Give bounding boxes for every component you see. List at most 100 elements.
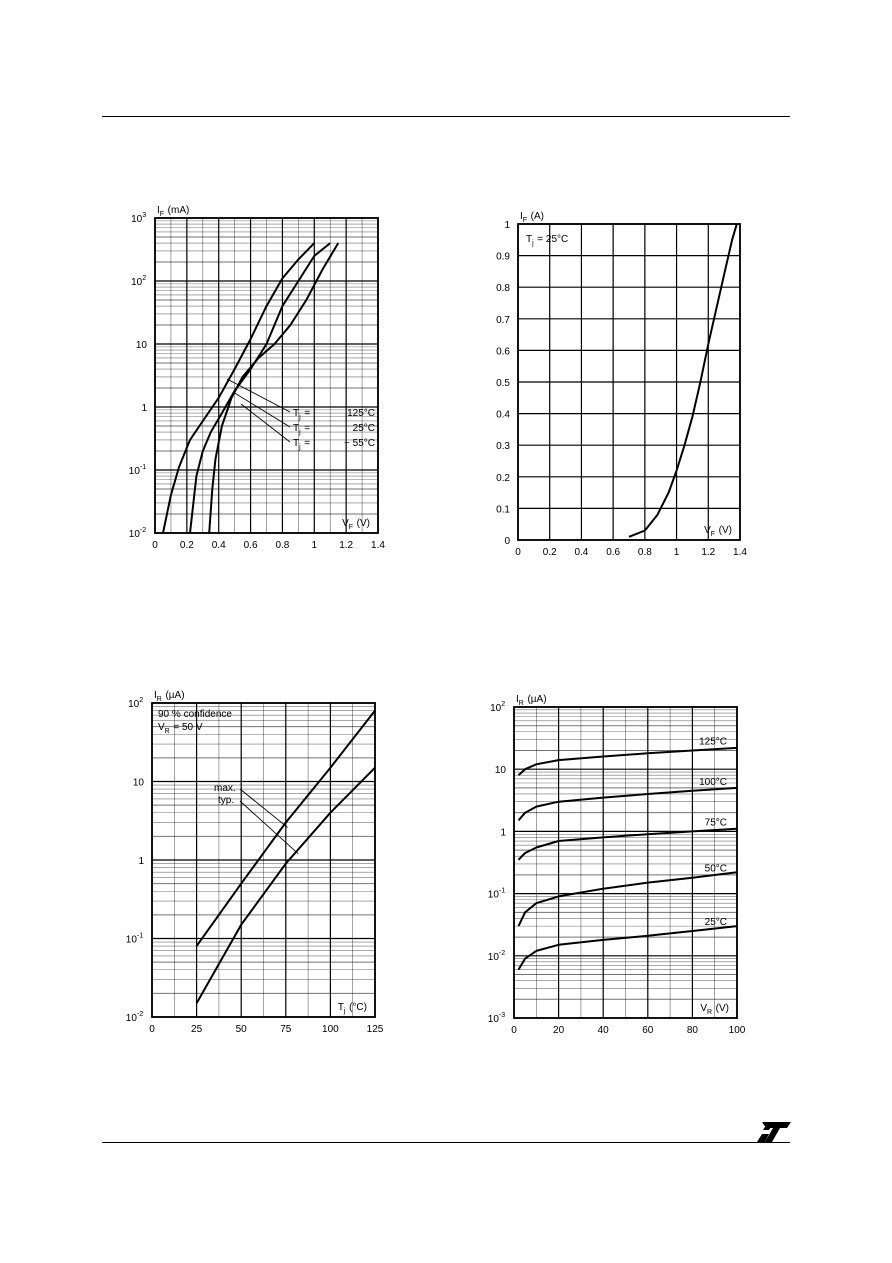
- series-line-1: [628, 223, 738, 538]
- x-tick-label: 25: [191, 1024, 203, 1035]
- series-label-1: Tj =: [293, 408, 310, 421]
- y-tick-label: 0.8: [496, 283, 510, 294]
- series-label-value-2: 25°C: [353, 423, 375, 434]
- x-tick-label: 1.4: [733, 547, 747, 558]
- x-tick-label: 75: [280, 1024, 292, 1035]
- x-tick-label: 0: [515, 547, 521, 558]
- y-tick-label: 0: [504, 536, 510, 547]
- y-tick-label: 0.5: [496, 378, 510, 389]
- x-tick-label: 0.2: [543, 547, 557, 558]
- y-tick-label: 102: [490, 701, 506, 714]
- y-tick-label: 10-2: [129, 527, 147, 540]
- chart-2: 0 0.2 0.4 0.6 0.8 1 1.2 1.4 0 0.1 0.2 0.3 0.4 0.5 0.6 0…: [496, 211, 747, 558]
- series-label-value-3: − 55°C: [344, 438, 375, 449]
- x-tick-label: 1.2: [339, 540, 353, 551]
- plot-frame: [151, 702, 376, 1018]
- y-tick-label: 10-3: [488, 1012, 506, 1025]
- series-label-1: max.: [214, 783, 236, 794]
- x-tick-label: 0.4: [574, 547, 588, 558]
- series-label-4: 50°C: [705, 864, 727, 875]
- y-tick-label: 0.3: [496, 441, 510, 452]
- series-label-3: 75°C: [705, 817, 727, 828]
- footer-rule: [102, 1142, 790, 1143]
- y-tick-label: 1: [138, 856, 144, 867]
- leader-line: [239, 800, 299, 855]
- y-tick-label: 103: [131, 212, 147, 225]
- plot-frame: [154, 217, 379, 534]
- y-tick-label: 0.6: [496, 346, 510, 357]
- series-label-2: 100°C: [699, 777, 727, 788]
- plot-frame: [513, 706, 738, 1019]
- x-tick-label: 0.8: [275, 540, 289, 551]
- y-tick-label: 1: [500, 827, 506, 838]
- series-line-2: [189, 242, 331, 534]
- chart-1: 0 0.2 0.4 0.6 0.8 1 1.2 1.4 10-2 10-1 1 10 102 103…: [129, 205, 386, 551]
- x-tick-label: 1: [312, 540, 318, 551]
- series-line-3: [208, 242, 340, 534]
- plot-frame: [517, 223, 741, 541]
- y-tick-label: 10-1: [126, 933, 144, 946]
- x-tick-label: 0: [152, 540, 158, 551]
- x-tick-label: 0.6: [606, 547, 620, 558]
- y-tick-label: 10: [136, 340, 148, 351]
- y-tick-label: 0.9: [496, 252, 510, 263]
- y-tick-label: 10-2: [126, 1011, 144, 1024]
- x-tick-label: 20: [553, 1025, 565, 1036]
- x-tick-label: 0: [511, 1025, 517, 1036]
- y-tick-label: 10-1: [488, 888, 506, 901]
- series-line-1: [195, 709, 376, 947]
- x-tick-label: 0.2: [180, 540, 194, 551]
- y-axis-label: IR (µA): [154, 690, 185, 703]
- y-tick-label: 10: [495, 765, 507, 776]
- x-tick-label: 80: [687, 1025, 699, 1036]
- annotation-1: 90 % confidence: [158, 709, 232, 720]
- leader-line: [240, 403, 291, 443]
- series-line-1: [162, 242, 316, 534]
- x-tick-label: 40: [598, 1025, 610, 1036]
- y-axis-label: IF (A): [520, 211, 544, 224]
- x-tick-label: 1.4: [371, 540, 385, 551]
- series-line-3: [517, 827, 738, 861]
- x-axis-label: VF (V): [342, 518, 370, 531]
- y-tick-label: 0.4: [496, 410, 510, 421]
- series-line-4: [517, 871, 738, 927]
- x-axis-label: Tj (°C): [338, 1002, 367, 1015]
- series-line-5: [517, 925, 738, 971]
- series-label-1: 125°C: [699, 736, 727, 747]
- series-line-2: [517, 786, 738, 822]
- y-tick-label: 10-2: [488, 950, 506, 963]
- y-tick-label: 1: [504, 220, 510, 231]
- leader-line: [226, 378, 291, 413]
- series-label-5: 25°C: [705, 917, 727, 928]
- x-tick-label: 0.8: [638, 547, 652, 558]
- x-axis-label: VF (V): [704, 525, 732, 538]
- x-tick-label: 125: [367, 1024, 384, 1035]
- st-logo: [757, 1122, 791, 1142]
- y-tick-label: 102: [131, 275, 147, 288]
- y-axis-label: IF (mA): [157, 205, 189, 218]
- x-tick-label: 1.2: [701, 547, 715, 558]
- x-tick-label: 50: [236, 1024, 248, 1035]
- y-tick-label: 10: [133, 778, 145, 789]
- y-tick-label: 10-1: [129, 464, 147, 477]
- annotation: Tj = 25°C: [526, 234, 568, 247]
- x-tick-label: 60: [642, 1025, 654, 1036]
- chart-4: 0 20 40 60 80 100 10-3 10-2 10-1 1 10 102 IR (µA…: [488, 694, 746, 1036]
- series-label-2: typ.: [218, 795, 234, 806]
- leader-line: [239, 788, 288, 828]
- x-tick-label: 0: [149, 1024, 155, 1035]
- series-label-3: Tj =: [293, 438, 310, 451]
- y-tick-label: 0.7: [496, 315, 510, 326]
- x-tick-label: 0.6: [244, 540, 258, 551]
- x-axis-label: VR (V): [700, 1003, 729, 1016]
- y-tick-label: 0.2: [496, 473, 510, 484]
- series-line-2: [195, 766, 376, 1004]
- annotation-2: VR = 50 V: [158, 722, 203, 735]
- header-rule: [102, 116, 790, 117]
- series-label-value-1: 125°C: [347, 408, 375, 419]
- series-label-2: Tj =: [293, 423, 310, 436]
- series-line-1: [517, 746, 738, 776]
- x-tick-label: 100: [729, 1025, 746, 1036]
- y-tick-label: 0.1: [496, 504, 510, 515]
